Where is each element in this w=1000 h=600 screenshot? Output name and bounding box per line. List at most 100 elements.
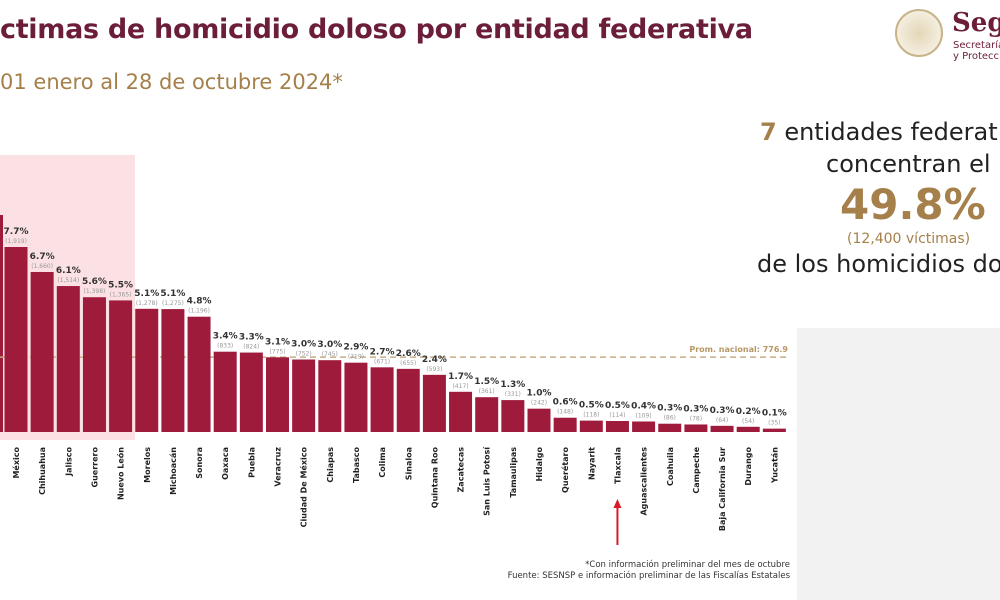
percent-label: 2.9% [343,343,368,353]
percent-label: 0.3% [710,406,735,416]
value-label: (593) [426,366,442,373]
value-label: (64) [716,417,728,424]
category-label: Aguascalientes [640,447,649,516]
percent-label: 0.6% [553,398,578,408]
category-label: Colima [378,447,387,478]
percent-label: 1.7% [448,372,473,382]
percent-label: 0.5% [579,401,604,411]
bar [135,308,159,432]
percent-label: 3.0% [317,340,342,350]
value-label: (1,660) [31,263,53,270]
value-label: (417) [452,383,468,390]
percent-label: 1.0% [527,389,552,399]
value-label: (833) [217,343,233,350]
value-label: (1,278) [136,300,158,307]
bar [82,297,106,432]
value-label: (331) [505,391,521,398]
category-label: Morelos [143,447,152,483]
footer-source: Fuente: SESNSP e información preliminar … [507,571,790,581]
value-label: (752) [296,351,312,358]
bar [109,300,133,432]
category-label: Yucatán [770,447,779,484]
bar [579,420,603,432]
category-label: Chiapas [326,447,335,483]
bar [396,368,420,432]
bar [30,271,54,432]
footer-note: *Con información preliminar del mes de o… [585,560,790,570]
category-label: México [11,447,21,479]
value-label: (1,919) [5,238,27,245]
category-label: Jalisco [64,446,73,476]
bar [318,360,342,432]
page-subtitle: 01 enero al 28 de octubre 2024* [0,70,343,94]
category-label: Nayarit [587,447,596,480]
bar [736,426,760,432]
arrow-head-icon [613,499,622,508]
bar [658,423,682,432]
bar [161,309,185,432]
summary-count: 7 [760,118,777,146]
logo-wordmark: Seg [952,8,1000,38]
category-label: Sinaloa [404,447,413,480]
value-label: (114) [609,412,625,419]
logo-line-2: y Protecc [953,51,1000,62]
value-label: (655) [400,360,416,367]
percent-label: 0.4% [631,401,656,411]
value-label: (361) [479,388,495,395]
bar [239,352,263,432]
category-label: Tabasco [352,447,361,483]
percent-label: 2.4% [422,355,447,365]
page-title: ctimas de homicidio doloso por entidad f… [0,14,753,45]
national-emblem-icon [895,9,943,57]
partial-bar [0,215,3,432]
value-label: (824) [243,344,259,351]
bar [632,421,656,432]
bar [213,351,237,432]
summary-percent: 49.8% [840,180,986,229]
percent-label: 3.1% [265,337,290,347]
summary-victims: (12,400 víctimas) [847,231,971,247]
percent-label: 1.3% [500,380,525,390]
bar [684,424,708,432]
percent-label: 4.8% [187,297,212,307]
percent-label: 5.1% [134,289,159,299]
summary-line-3: de los homicidios do [757,250,1000,278]
value-label: (1,514) [57,277,79,284]
value-label: (1,196) [188,308,210,315]
category-label: Oaxaca [221,447,230,480]
value-label: (118) [583,412,599,419]
bar [422,374,446,432]
value-label: (1,398) [84,288,106,295]
value-label: (671) [374,358,390,365]
percent-label: 3.3% [239,333,264,343]
value-label: (148) [557,409,573,416]
bar [762,428,786,432]
category-label: Veracruz [274,447,283,487]
category-label: Coahuila [666,447,675,486]
summary-line-1: 7 entidades federat [760,118,998,146]
category-label: Hidalgo [535,447,544,482]
category-label: Durango [744,447,753,486]
percent-label: 2.6% [396,349,421,359]
category-label: Zacatecas [457,447,466,493]
value-label: (86) [664,415,676,422]
bar [475,397,499,432]
percent-label: 5.1% [160,289,185,299]
category-label: Guerrero [90,447,99,488]
bar [710,425,734,432]
category-label: Puebla [247,447,256,478]
value-label: (242) [531,400,547,407]
summary-line-2: concentran el [826,150,991,178]
percent-label: 0.1% [762,409,787,419]
bar [501,400,525,432]
value-label: (1,275) [162,300,184,307]
value-label: (1,365) [110,291,132,298]
value-label: (78) [690,415,702,422]
category-label: Baja California Sur [718,447,727,531]
bar [187,316,211,432]
category-label: Querétaro [560,447,570,493]
category-label: Nuevo León [116,447,126,500]
value-label: (719) [348,354,364,361]
value-label: (109) [636,412,652,419]
value-label: (35) [768,420,780,427]
